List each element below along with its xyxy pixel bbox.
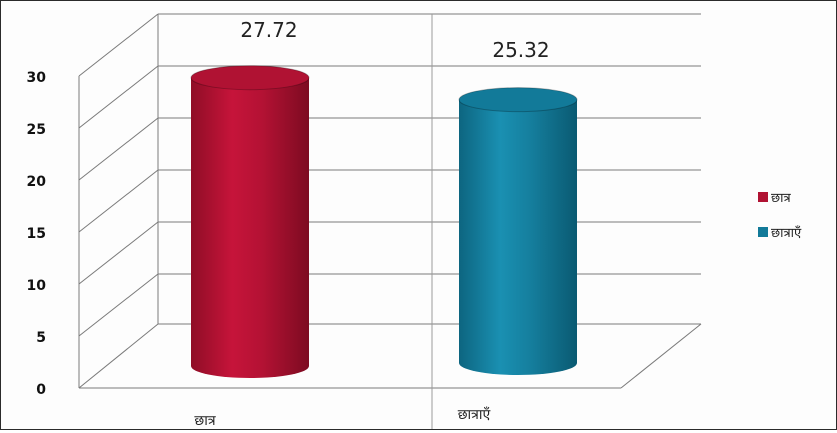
- y-tick-label: 15: [27, 226, 46, 242]
- data-label: 27.72: [240, 18, 297, 42]
- legend-swatch: [758, 192, 768, 202]
- y-axis-labels: 30 25 20 15 10 5 0: [27, 70, 47, 398]
- data-label: 25.32: [492, 38, 549, 62]
- y-tick-label: 10: [27, 278, 47, 294]
- gridline-diagonal: [78, 323, 159, 389]
- bar-cylinder-body: [191, 77, 309, 378]
- x-category-label: छात्राएँ: [458, 406, 491, 423]
- gridline-diagonal: [78, 273, 159, 337]
- legend-swatch: [758, 227, 768, 237]
- gridline-diagonal: [78, 13, 159, 77]
- bar-cylinder-body: [459, 99, 577, 375]
- y-tick-label: 25: [27, 122, 46, 138]
- grid-group: [78, 13, 702, 429]
- bar-cylinder-top: [458, 87, 578, 113]
- gridline-diagonal: [78, 221, 159, 285]
- bar-cylinder-top: [190, 65, 310, 91]
- y-tick-label: 0: [36, 382, 46, 398]
- legend-label: छात्राएँ: [771, 225, 802, 241]
- y-tick-label: 30: [27, 70, 47, 86]
- floor-right-edge: [620, 323, 702, 389]
- legend: छात्र छात्राएँ: [758, 191, 802, 241]
- gridline-diagonal: [78, 169, 159, 233]
- gridline-diagonal: [78, 65, 159, 129]
- y-tick-label: 5: [36, 330, 46, 346]
- legend-label: छात्र: [771, 191, 791, 206]
- bars-group: [190, 65, 578, 378]
- gridline-diagonal: [78, 117, 159, 181]
- y-tick-label: 20: [27, 174, 47, 190]
- x-category-label: छात्र: [194, 413, 215, 429]
